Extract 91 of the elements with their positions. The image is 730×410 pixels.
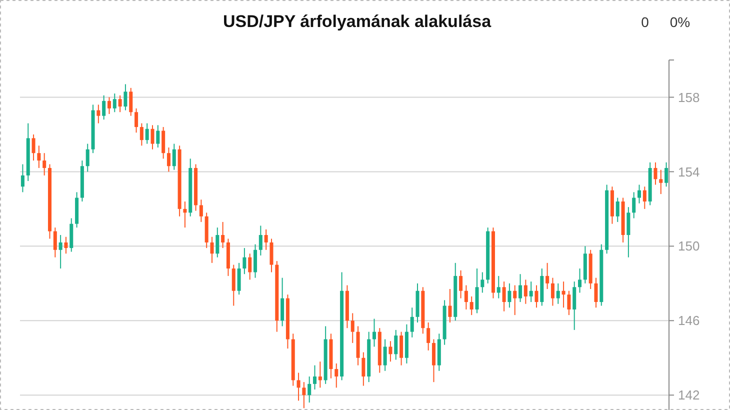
candlestick [199, 199, 203, 222]
y-tick-label: 150 [678, 238, 700, 254]
candlestick [432, 338, 436, 383]
candlestick [362, 352, 366, 386]
candlestick [318, 361, 322, 388]
y-tick-label: 146 [678, 313, 700, 328]
candlestick [118, 94, 122, 113]
candlestick [42, 152, 46, 176]
candlestick [372, 318, 376, 348]
candlestick [572, 281, 576, 330]
candlestick [616, 197, 620, 222]
candlestick [546, 262, 550, 290]
candlestick [659, 169, 663, 195]
candlestick [350, 312, 354, 344]
candlestick [264, 228, 268, 250]
candlestick [270, 238, 274, 273]
candlestick [280, 277, 284, 327]
candlestick [426, 322, 430, 351]
candlestick [237, 262, 241, 296]
candlestick [64, 236, 68, 254]
y-tick-label: 158 [678, 90, 700, 105]
candlestick [388, 340, 392, 362]
candlestick [464, 284, 468, 310]
candlestick [107, 96, 111, 114]
candlestick [53, 227, 57, 258]
candlestick [232, 264, 236, 306]
candlestick [480, 272, 484, 294]
candlestick [296, 372, 300, 402]
candlestick [308, 376, 312, 404]
candlestick [150, 124, 154, 150]
candlestick [567, 290, 571, 316]
candlestick [562, 281, 566, 308]
candlestick [254, 244, 258, 278]
candlestick [183, 200, 187, 228]
candlestick [448, 288, 452, 323]
candlestick [513, 284, 517, 316]
candlestick [529, 281, 533, 303]
candlestick [162, 126, 166, 160]
candlestick [496, 275, 500, 299]
candlestick [96, 104, 100, 124]
candlestick [302, 382, 306, 409]
candlestick [550, 277, 554, 306]
candlestick [518, 274, 522, 303]
candlestick [37, 145, 41, 168]
candlestick [129, 87, 133, 116]
candlestick [32, 134, 36, 162]
candlestick [394, 329, 398, 360]
candlestick [20, 164, 24, 193]
candlestick [334, 362, 338, 388]
candlestick [134, 108, 138, 134]
candlestick [524, 279, 528, 304]
candlestick [654, 162, 658, 186]
candlestick [140, 122, 144, 146]
candlestick [112, 93, 116, 113]
candlestick [242, 248, 246, 275]
candlestick [156, 124, 160, 148]
candlestick [221, 221, 225, 249]
candlestick [216, 227, 220, 258]
candlestick [578, 268, 582, 294]
candlestick [632, 192, 636, 219]
text: 0 [641, 14, 650, 30]
candlestick [400, 331, 404, 366]
candlestick [124, 84, 128, 111]
candlestick [166, 147, 170, 172]
candlestick [475, 268, 479, 314]
candlestick [637, 184, 642, 204]
candlestick [502, 281, 506, 312]
y-tick-label: 142 [678, 388, 700, 403]
candlestick [459, 270, 463, 299]
chart-title: USD/JPY árfolyamának alakulása [222, 12, 492, 31]
candlestick [642, 186, 646, 210]
candlestick [383, 338, 387, 372]
candlestick [470, 296, 474, 316]
candlestick [410, 307, 414, 338]
candlestick [210, 236, 214, 264]
candlestick [145, 122, 149, 144]
candlestick [556, 282, 560, 304]
candlestick [58, 234, 62, 270]
candlestick [594, 277, 598, 308]
candlestick [102, 94, 106, 120]
text: 0% [670, 14, 690, 30]
candlestick [508, 282, 512, 308]
candlestick [86, 143, 90, 172]
candlestick [534, 284, 538, 308]
y-tick-label: 154 [678, 164, 700, 180]
candlestick [664, 162, 668, 188]
candlestick [258, 225, 262, 256]
candlestick [248, 253, 252, 280]
candlestick [312, 364, 317, 390]
candlestick [172, 143, 176, 170]
candlestick [626, 206, 630, 258]
